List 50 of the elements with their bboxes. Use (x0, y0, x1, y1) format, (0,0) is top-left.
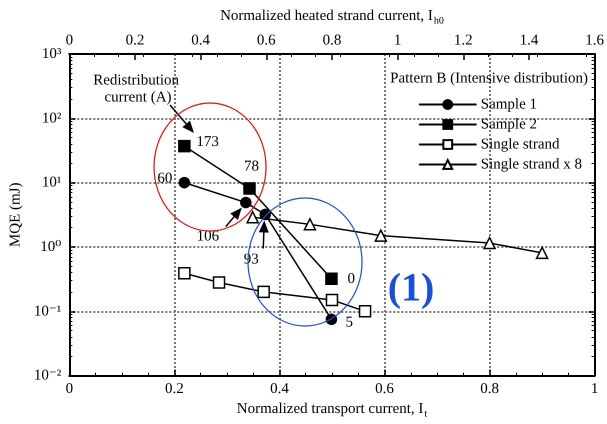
point (374, 229, 388, 242)
legend-label: Single strand x 8 (480, 156, 582, 172)
point (304, 218, 316, 231)
point (178, 140, 191, 152)
point (178, 176, 190, 188)
annotation: 5 (345, 314, 353, 330)
annotation: 173 (196, 134, 219, 150)
y-tick-label: 10² (42, 110, 62, 126)
annotation: Redistribution current (A) (93, 72, 183, 106)
point (536, 246, 548, 260)
y-tick-label: 10⁻² (34, 368, 62, 384)
y-tick-label: 10³ (42, 46, 62, 62)
point (483, 236, 496, 250)
point (326, 294, 338, 306)
point (358, 305, 372, 318)
annotation: 106 (196, 228, 220, 245)
y-tick-label: 10⁰ (40, 238, 62, 255)
y-axis-title: MQE (mJ) (8, 182, 24, 248)
x-tick-label: 0.8 (480, 381, 499, 398)
y-tick-label: 10¹ (42, 174, 62, 191)
annotation: 0 (347, 270, 355, 287)
x2-tick-label: 0.8 (322, 32, 342, 48)
annotation: 78 (244, 158, 259, 175)
legend-title: Pattern B (Intensive distribution) (390, 70, 588, 86)
x2-tick-label: 0 (66, 32, 74, 48)
x2-tick-label: 1.6 (585, 32, 604, 48)
y-tick-label: 10⁻¹ (34, 303, 62, 320)
x2-tick-label: 0.6 (256, 32, 276, 48)
annotation: 60 (157, 170, 172, 187)
point (243, 182, 256, 195)
x2-tick-label: 1.2 (454, 32, 473, 48)
x-tick-label: 0.6 (375, 381, 394, 398)
x2-tick-label: 0.4 (191, 32, 211, 48)
point (325, 272, 338, 286)
point (212, 276, 226, 289)
legend-label: Sample 1 (480, 96, 538, 112)
legend-label: Sample 2 (480, 116, 538, 132)
annotation: (1) (388, 264, 434, 310)
x-tick-label: 0 (66, 381, 74, 398)
x-tick-label: 0.4 (270, 381, 290, 398)
x2-tick-label: 1.4 (520, 32, 539, 48)
x2-tick-label: 1 (394, 32, 402, 48)
point (240, 196, 252, 208)
point (178, 267, 191, 280)
x2-tick-label: 0.2 (126, 32, 144, 48)
point (257, 286, 270, 298)
x-tick-label: 1 (590, 381, 598, 398)
point (246, 210, 259, 224)
legend-label: Single strand (480, 136, 560, 152)
x-tick-label: 0.2 (165, 381, 184, 398)
